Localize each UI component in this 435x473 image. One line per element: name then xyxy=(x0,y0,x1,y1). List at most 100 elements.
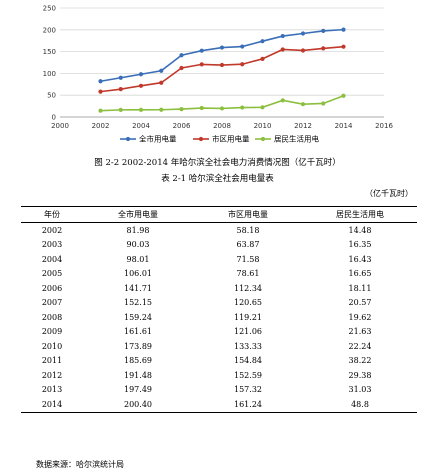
table-row: 2005 106.01 78.61 16.65 xyxy=(21,267,417,282)
data-point xyxy=(159,68,164,73)
cell-city-total: 90.03 xyxy=(126,240,150,250)
chart-grid xyxy=(60,7,384,118)
cell-city-total: 197.49 xyxy=(124,385,152,395)
table-row: 2013 197.49 157.32 31.03 xyxy=(21,383,417,398)
data-point xyxy=(138,107,144,112)
header-residential: 居民生活用电 xyxy=(303,206,417,223)
x-tick-label: 2004 xyxy=(132,122,150,130)
data-point xyxy=(179,53,184,58)
cell-year: 2011 xyxy=(41,356,63,366)
cell-urban: 154.84 xyxy=(234,356,262,366)
cell-year: 2010 xyxy=(41,341,63,351)
data-point xyxy=(260,56,265,61)
x-tick-label: 2012 xyxy=(294,122,312,130)
unit-label: （亿千瓦时） xyxy=(365,189,413,198)
y-tick-label: 200 xyxy=(43,26,56,34)
data-point xyxy=(179,107,184,112)
data-point xyxy=(159,80,164,85)
cell-residential: 16.35 xyxy=(348,240,372,250)
data-point xyxy=(341,44,346,49)
header-year: 年份 xyxy=(21,206,83,223)
table-row: 2014 200.40 161.24 48.8 xyxy=(21,397,417,413)
table-header-row: 年份 全市用电量 市区用电量 居民生活用电 xyxy=(21,206,417,223)
cell-urban: 157.32 xyxy=(234,385,262,395)
y-tick-label: 250 xyxy=(43,5,56,13)
header-urban: 市区用电量 xyxy=(193,206,303,223)
cell-year: 2004 xyxy=(41,254,63,264)
series-0 xyxy=(98,27,346,84)
data-point xyxy=(240,44,245,49)
cell-city-total: 159.24 xyxy=(124,312,152,322)
table-row: 2003 90.03 63.87 16.35 xyxy=(21,238,417,253)
x-tick-label: 2002 xyxy=(92,122,110,130)
data-point xyxy=(219,45,225,50)
data-point xyxy=(341,27,346,32)
cell-city-total: 98.01 xyxy=(126,254,150,264)
legend-swatch-marker xyxy=(125,136,131,142)
table-row: 2008 159.24 119.21 19.62 xyxy=(21,310,417,325)
header-city-total: 全市用电量 xyxy=(83,206,193,223)
data-point xyxy=(300,31,306,36)
cell-urban: 152.59 xyxy=(234,370,262,380)
cell-city-total: 173.89 xyxy=(124,341,152,351)
data-point xyxy=(240,105,245,110)
cell-year: 2012 xyxy=(41,370,63,380)
table-row: 2004 98.01 71.58 16.43 xyxy=(21,252,417,267)
y-tick-label: 150 xyxy=(43,48,56,56)
table-row: 2010 173.89 133.33 22.24 xyxy=(21,339,417,354)
chart-series xyxy=(98,27,346,113)
data-point xyxy=(138,83,144,88)
cell-residential: 16.65 xyxy=(348,269,372,279)
chart-ticks: 0 50 100 150 200 250 2000 2002 2004 2006 2008 2010 2… xyxy=(43,5,394,131)
data-point xyxy=(280,98,285,103)
data-point xyxy=(260,39,265,44)
data-point xyxy=(321,28,326,33)
data-point xyxy=(179,65,184,71)
cell-city-total: 141.71 xyxy=(124,283,152,293)
table-row: 2012 191.48 152.59 29.38 xyxy=(21,368,417,383)
data-point xyxy=(240,62,245,67)
data-point xyxy=(300,48,306,53)
cell-city-total: 200.40 xyxy=(83,397,193,413)
line-chart: 0 50 100 150 200 250 2000 2002 2004 2006 2008 2010 2… xyxy=(43,5,394,144)
cell-residential: 21.63 xyxy=(348,327,372,337)
cell-urban: 58.18 xyxy=(236,225,260,235)
data-point xyxy=(260,105,265,110)
cell-residential: 19.62 xyxy=(348,312,372,322)
table-row: 2011 185.69 154.84 38.22 xyxy=(21,354,417,369)
y-tick-label: 0 xyxy=(52,114,56,122)
data-point xyxy=(138,72,144,77)
data-point xyxy=(98,108,103,113)
cell-urban: 78.61 xyxy=(236,269,260,279)
table-row: 2007 152.15 120.65 20.57 xyxy=(21,296,417,311)
cell-city-total: 191.48 xyxy=(124,370,152,380)
cell-residential: 16.43 xyxy=(348,254,372,264)
series-line xyxy=(100,45,344,93)
data-point xyxy=(98,89,103,94)
cell-urban: 71.58 xyxy=(236,254,260,264)
data-point xyxy=(98,79,103,84)
cell-residential: 31.03 xyxy=(348,385,372,395)
legend-label: 全市用电量 xyxy=(139,134,177,144)
data-point xyxy=(321,101,326,106)
x-tick-label: 2014 xyxy=(335,122,353,130)
x-tick-label: 2010 xyxy=(254,122,272,130)
cell-urban: 112.34 xyxy=(234,283,262,293)
cell-city-total: 185.69 xyxy=(124,356,152,366)
legend-swatch-marker xyxy=(198,136,204,142)
cell-urban: 119.21 xyxy=(234,312,262,322)
y-tick-label: 100 xyxy=(43,70,56,78)
cell-residential: 22.24 xyxy=(348,341,372,351)
cell-urban: 133.33 xyxy=(234,341,262,351)
data-point xyxy=(199,62,204,67)
data-point xyxy=(118,87,123,92)
source-note: 数据来源：哈尔滨统计局 xyxy=(36,460,124,469)
y-tick-label: 50 xyxy=(47,92,56,100)
cell-residential: 38.22 xyxy=(348,356,372,366)
cell-urban: 63.87 xyxy=(236,240,260,250)
table-row: 2009 161.61 121.06 21.63 xyxy=(21,325,417,340)
cell-year: 2006 xyxy=(41,283,63,293)
data-point xyxy=(321,46,326,51)
legend-label: 居民生活用电 xyxy=(274,134,319,144)
data-point xyxy=(199,105,204,111)
